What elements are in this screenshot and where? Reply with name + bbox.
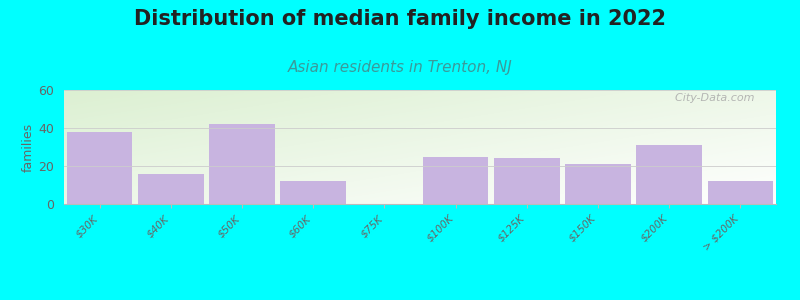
- Bar: [637, 145, 702, 204]
- Bar: [67, 132, 132, 204]
- Bar: [708, 181, 773, 204]
- Bar: [281, 181, 346, 204]
- Bar: [566, 164, 630, 204]
- Text: City-Data.com: City-Data.com: [668, 93, 754, 103]
- Bar: [494, 158, 559, 204]
- Bar: [210, 124, 274, 204]
- Text: Asian residents in Trenton, NJ: Asian residents in Trenton, NJ: [288, 60, 512, 75]
- Bar: [138, 174, 203, 204]
- Text: Distribution of median family income in 2022: Distribution of median family income in …: [134, 9, 666, 29]
- Y-axis label: families: families: [22, 122, 34, 172]
- Bar: [423, 157, 488, 204]
